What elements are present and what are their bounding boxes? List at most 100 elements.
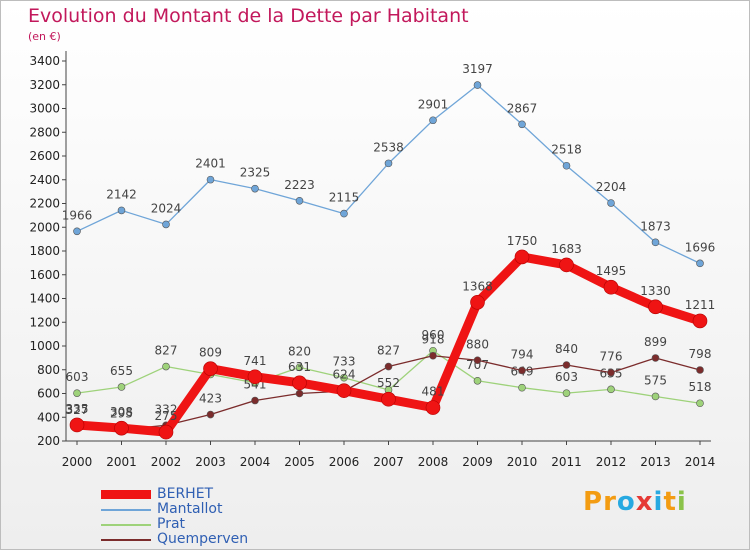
data-point-mantallot xyxy=(518,120,526,129)
x-tick-label: 2014 xyxy=(685,455,716,469)
data-label-berhet: 631 xyxy=(288,360,311,374)
x-tick-label: 2011 xyxy=(551,455,582,469)
y-tick-label: 3000 xyxy=(29,102,60,116)
legend-item-mantallot: Mantallot xyxy=(101,502,248,517)
data-label-prat: 655 xyxy=(110,364,133,378)
data-point-quemperven xyxy=(518,366,526,375)
data-point-quemperven xyxy=(473,356,482,365)
x-tick-label: 2013 xyxy=(640,455,671,469)
data-label-berhet: 335 xyxy=(66,402,89,416)
legend-swatch xyxy=(101,523,151,526)
data-label-quemperven: 827 xyxy=(377,344,400,358)
data-label-mantallot: 2024 xyxy=(151,201,182,215)
data-label-quemperven: 332 xyxy=(155,402,178,416)
x-tick-label: 2006 xyxy=(329,455,360,469)
y-tick-label: 2200 xyxy=(29,197,60,211)
data-label-prat: 960 xyxy=(422,328,445,342)
data-label-berhet: 308 xyxy=(110,405,133,419)
x-tick-label: 2005 xyxy=(284,455,315,469)
x-tick-label: 2000 xyxy=(62,455,93,469)
data-label-berhet: 1750 xyxy=(507,234,538,248)
y-tick-label: 1600 xyxy=(29,268,60,282)
data-point-mantallot xyxy=(340,209,348,218)
data-point-berhet xyxy=(336,383,352,398)
y-tick-label: 200 xyxy=(37,434,60,448)
x-tick-label: 2010 xyxy=(507,455,538,469)
data-label-mantallot: 1696 xyxy=(685,240,716,254)
data-label-berhet: 552 xyxy=(377,376,400,390)
data-label-quemperven: 899 xyxy=(644,335,667,349)
data-point-prat xyxy=(607,385,615,394)
data-point-mantallot xyxy=(562,161,571,170)
data-label-berhet: 624 xyxy=(333,368,356,382)
data-point-berhet xyxy=(381,391,396,407)
y-tick-label: 1400 xyxy=(29,292,60,306)
data-label-quemperven: 794 xyxy=(511,347,534,361)
logo-letter: o xyxy=(616,487,636,517)
data-point-mantallot xyxy=(607,199,615,207)
data-point-prat xyxy=(117,383,126,391)
data-point-berhet xyxy=(69,417,85,433)
y-tick-label: 3400 xyxy=(29,54,60,68)
y-tick-label: 800 xyxy=(37,363,60,377)
legend-label: Mantallot xyxy=(157,501,223,517)
x-tick-label: 2009 xyxy=(462,455,493,469)
data-label-prat: 575 xyxy=(644,373,667,387)
data-label-berhet: 1330 xyxy=(640,284,671,298)
data-point-berhet xyxy=(114,420,129,436)
legend-item-berhet: BERHET xyxy=(101,487,248,502)
data-label-prat: 827 xyxy=(155,344,178,358)
data-label-quemperven: 918 xyxy=(422,333,445,347)
data-label-mantallot: 1966 xyxy=(62,208,93,222)
data-point-berhet xyxy=(470,294,485,310)
data-point-berhet xyxy=(425,400,441,415)
chart-title: Evolution du Montant de la Dette par Hab… xyxy=(28,5,469,27)
logo-letter: x xyxy=(635,487,654,517)
x-tick-label: 2004 xyxy=(240,455,271,469)
data-label-prat: 733 xyxy=(333,355,356,369)
data-label-mantallot: 2115 xyxy=(329,191,360,205)
data-label-berhet: 809 xyxy=(199,346,222,360)
x-tick-label: 2008 xyxy=(418,455,449,469)
data-label-prat: 603 xyxy=(555,370,578,384)
y-tick-label: 400 xyxy=(37,410,60,424)
data-label-berhet: 1211 xyxy=(685,298,716,312)
data-label-berhet: 1683 xyxy=(551,242,582,256)
data-point-prat xyxy=(162,362,170,371)
data-point-mantallot xyxy=(473,81,482,89)
data-point-quemperven xyxy=(651,354,660,362)
data-point-quemperven xyxy=(562,361,571,369)
data-point-prat xyxy=(518,383,526,392)
logo-letter: i xyxy=(653,487,664,517)
data-point-mantallot xyxy=(384,159,393,168)
logo-letter: r xyxy=(603,487,617,517)
data-point-mantallot xyxy=(651,238,660,247)
data-point-mantallot xyxy=(117,206,126,215)
data-label-quemperven: 295 xyxy=(110,407,133,421)
y-tick-label: 1200 xyxy=(29,315,60,329)
data-point-mantallot xyxy=(206,175,215,184)
data-label-prat: 820 xyxy=(288,344,311,358)
data-point-berhet xyxy=(648,299,663,315)
logo-letter: P xyxy=(583,487,604,517)
legend-swatch xyxy=(101,508,151,511)
y-tick-label: 2400 xyxy=(29,173,60,187)
data-label-berhet: 1368 xyxy=(462,279,493,293)
x-tick-label: 2002 xyxy=(151,455,182,469)
data-point-prat xyxy=(73,389,81,397)
data-label-berhet: 275 xyxy=(155,409,178,423)
data-label-quemperven: 798 xyxy=(689,347,712,361)
data-label-mantallot: 2223 xyxy=(284,178,315,192)
chart-unit: (en €) xyxy=(28,30,61,43)
proxiti-logo: Proxiti xyxy=(583,487,687,517)
data-point-quemperven xyxy=(384,362,393,371)
data-point-mantallot xyxy=(162,220,170,229)
data-label-quemperven: 840 xyxy=(555,342,578,356)
x-tick-label: 2007 xyxy=(373,455,404,469)
data-label-berhet: 741 xyxy=(244,354,267,368)
y-tick-label: 2600 xyxy=(29,149,60,163)
data-point-prat xyxy=(340,373,348,382)
data-label-quemperven: 423 xyxy=(199,392,222,406)
series-line-mantallot xyxy=(76,84,701,264)
y-tick-label: 2800 xyxy=(29,125,60,139)
